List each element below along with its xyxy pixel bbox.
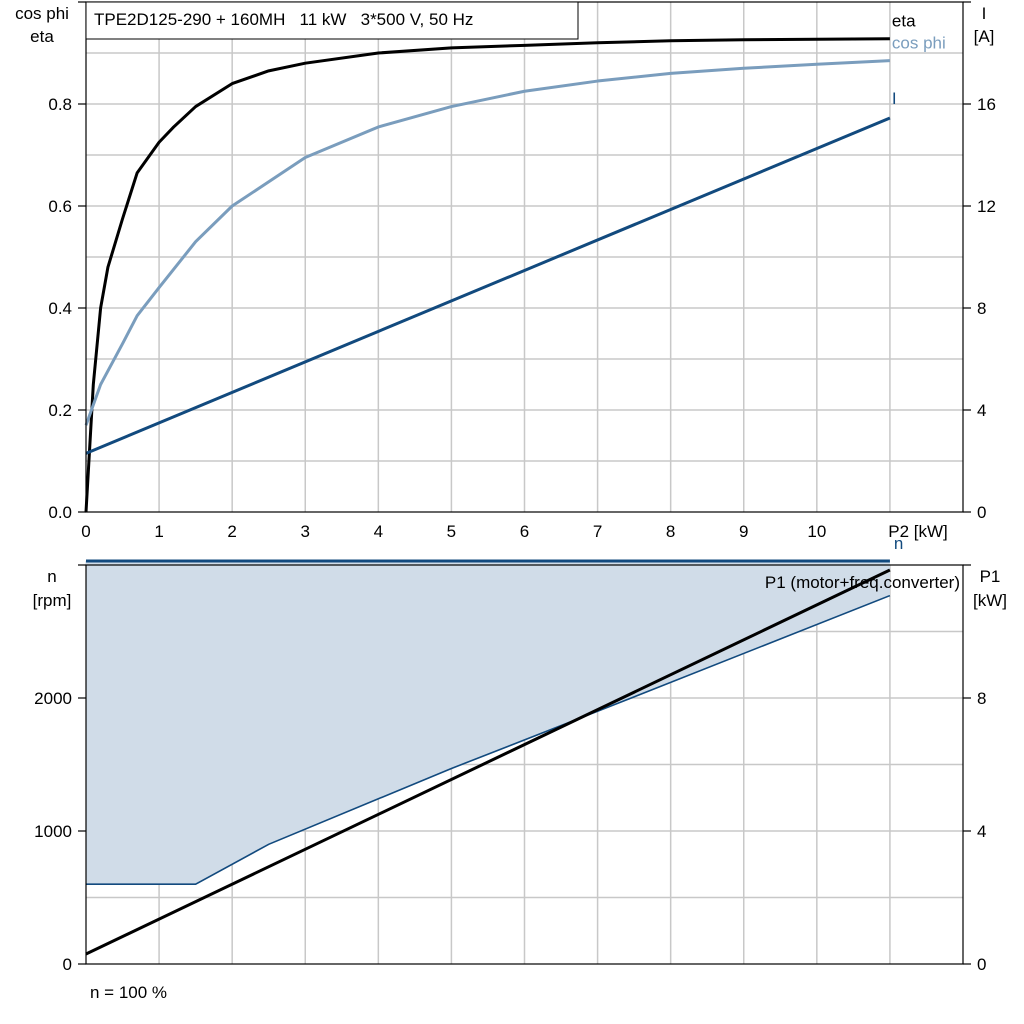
- top-series: eta cos phi I: [84, 12, 946, 513]
- left-y-tick-label: 2000: [34, 689, 72, 708]
- x-tick-label: 5: [447, 522, 456, 541]
- series-label-cos-phi: cos phi: [892, 34, 946, 53]
- bottom-series: n P1 (motor+freq.converter): [85, 534, 960, 956]
- chart-title-frame: [85, 1, 579, 40]
- x-tick-label: 2: [227, 522, 236, 541]
- x-tick-label: 4: [374, 522, 383, 541]
- x-tick-label: 7: [593, 522, 602, 541]
- top-right-axis-label-1: I: [982, 4, 987, 23]
- bottom-right-axis-label-2: [kW]: [973, 591, 1007, 610]
- x-tick-label: 3: [301, 522, 310, 541]
- left-y-tick-label: 0.4: [48, 299, 72, 318]
- series-label-i: I: [892, 89, 897, 108]
- x-tick-label: 9: [739, 522, 748, 541]
- bottom-right-axis-label-1: P1: [980, 567, 1001, 586]
- operating-range-area: [86, 561, 890, 885]
- series-label-p1-motor-freq-converter: P1 (motor+freq.converter): [765, 573, 960, 592]
- bottom-tick-labels: 0 1000 2000 0 4 8: [34, 564, 986, 974]
- series-i-line: [85, 116, 891, 455]
- top-x-axis-label: P2 [kW]: [888, 522, 948, 541]
- right-y-tick-label: 0: [977, 503, 986, 522]
- top-left-axis-label-2: eta: [30, 27, 54, 46]
- series-label-n: n: [894, 534, 903, 553]
- right-y-tick-label: 8: [977, 299, 986, 318]
- right-y-tick-label: 4: [977, 822, 986, 841]
- left-y-tick-label: 0.8: [48, 95, 72, 114]
- left-y-tick-label: 0.2: [48, 401, 72, 420]
- chart-title: TPE2D125-290 + 160MH 11 kW 3*500 V, 50 H…: [94, 10, 473, 29]
- x-tick-label: 1: [154, 522, 163, 541]
- operating-range-lower-boundary: [86, 594, 891, 886]
- top-grid: [86, 2, 963, 512]
- bottom-left-axis-label-1: n: [47, 567, 56, 586]
- bottom-left-axis-label-2: [rpm]: [33, 591, 72, 610]
- right-y-tick-label: 8: [977, 689, 986, 708]
- left-y-tick-label: 0.0: [48, 503, 72, 522]
- top-right-axis-label-2: [A]: [974, 27, 995, 46]
- right-y-tick-label: 16: [977, 95, 996, 114]
- left-y-tick-label: 0.6: [48, 197, 72, 216]
- left-y-tick-label: 0: [63, 955, 72, 974]
- right-y-tick-label: 0: [977, 955, 986, 974]
- x-tick-label: 6: [520, 522, 529, 541]
- speed-power-chart: nP1 (motor+freq.converter) 010002000048 …: [33, 534, 1007, 974]
- right-y-tick-label: 4: [977, 401, 986, 420]
- footer-note: n = 100 %: [90, 983, 167, 1002]
- series-p1-motor-freq-converter-line: [85, 568, 891, 956]
- x-tick-label: 10: [807, 522, 826, 541]
- bottom-plot-frame: [85, 564, 964, 965]
- x-tick-label: 0: [81, 522, 90, 541]
- chart-title-box: TPE2D125-290 + 160MH 11 kW 3*500 V, 50 H…: [85, 1, 579, 40]
- series-cos-phi-line: [84, 59, 890, 426]
- x-tick-label: 8: [666, 522, 675, 541]
- right-y-tick-label: 12: [977, 197, 996, 216]
- top-left-axis-label-1: cos phi: [15, 4, 69, 23]
- left-y-tick-label: 1000: [34, 822, 72, 841]
- series-eta-line: [84, 37, 890, 513]
- series-label-eta: eta: [892, 12, 916, 31]
